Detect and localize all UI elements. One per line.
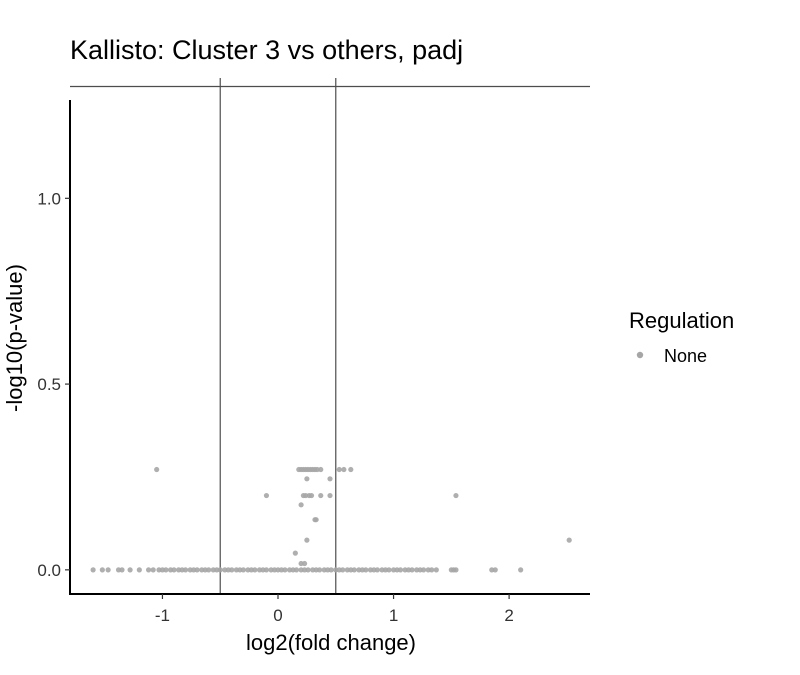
data-point [154,466,160,473]
data-point [409,567,415,573]
data-point [421,567,427,573]
y-tick-label: 0.0 [37,561,61,580]
data-point [105,567,111,573]
legend-label-none: None [664,346,707,366]
data-point [386,567,392,573]
data-point [566,537,572,543]
data-point [429,567,435,573]
data-point [328,567,334,573]
data-point [341,466,347,473]
data-point [263,492,270,499]
data-point [304,537,310,543]
data-point [240,567,246,573]
data-point [336,466,342,473]
chart-title: Kallisto: Cluster 3 vs others, padj [70,35,463,65]
data-point [182,567,189,573]
y-tick-label: 0.5 [37,375,61,394]
reference-lines [70,78,590,594]
data-point [171,567,177,573]
legend-key-none [636,351,644,359]
data-point [229,567,235,573]
data-point [308,492,315,499]
data-point [363,567,369,573]
y-axis-label: -log10(p-value) [2,264,27,412]
data-point [263,567,270,573]
data-point [150,567,156,573]
data-point [252,567,258,573]
data-point [136,567,142,573]
data-point [119,567,125,573]
legend: Regulation None [629,308,734,366]
data-point [206,567,212,573]
data-points [90,466,572,573]
data-point [127,567,133,573]
data-point [313,517,319,523]
x-axis-label: log2(fold change) [246,630,416,655]
x-tick-label: 0 [273,606,282,625]
x-tick-label: 2 [504,606,513,625]
data-point [374,567,380,573]
data-point [90,567,96,573]
data-point [327,492,333,499]
data-point [340,567,346,573]
data-point [317,567,323,573]
data-point [518,567,524,573]
data-point [433,567,439,573]
data-point [301,560,308,567]
data-point [318,466,324,473]
data-point [492,567,498,573]
data-point [293,567,300,573]
data-point [397,567,404,573]
y-axis-ticks: 0.0 0.5 1.0 [37,189,70,580]
data-point [351,567,357,573]
data-point [217,567,223,573]
data-point [327,476,333,482]
data-point [292,550,298,556]
data-point [318,492,324,499]
data-point [99,567,105,573]
data-point [453,567,459,573]
x-tick-label: -1 [155,606,170,625]
data-point [145,567,152,573]
x-axis-ticks: -1 0 1 2 [155,594,514,625]
x-tick-label: 1 [389,606,398,625]
data-point [298,502,304,508]
data-point [348,466,354,473]
data-point [282,567,288,573]
data-point [453,492,459,499]
data-point [304,476,310,482]
y-tick-label: 1.0 [37,189,61,208]
data-point [194,567,200,573]
data-point [163,567,169,573]
data-point [305,567,311,573]
legend-title: Regulation [629,308,734,333]
